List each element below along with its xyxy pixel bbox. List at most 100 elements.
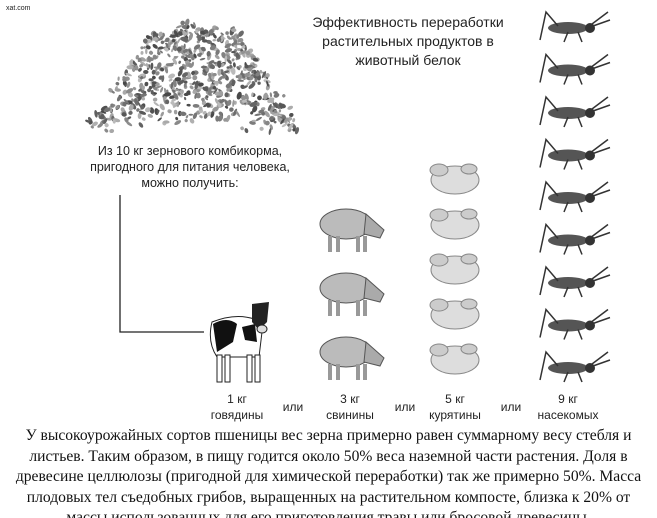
grain bbox=[252, 105, 258, 113]
grain bbox=[167, 109, 172, 114]
grain bbox=[112, 104, 116, 107]
grain bbox=[104, 128, 109, 133]
grain bbox=[148, 78, 154, 82]
grain bbox=[251, 69, 255, 74]
grain bbox=[287, 116, 293, 121]
grain bbox=[232, 99, 235, 107]
unit: кг bbox=[568, 392, 578, 406]
grain bbox=[225, 83, 232, 89]
grain bbox=[218, 111, 223, 116]
grain bbox=[183, 80, 188, 84]
connector-line bbox=[119, 195, 204, 333]
intro-line: Из 10 кг зернового комбикорма, bbox=[98, 144, 282, 158]
grain bbox=[236, 66, 241, 71]
grain bbox=[121, 112, 127, 117]
grain bbox=[139, 61, 147, 67]
chicken-leg bbox=[429, 163, 449, 177]
grain bbox=[205, 67, 210, 72]
grain bbox=[143, 69, 149, 75]
grain bbox=[237, 79, 245, 82]
grain bbox=[202, 39, 208, 43]
grain bbox=[140, 105, 145, 110]
grain bbox=[230, 67, 236, 75]
grain bbox=[90, 125, 94, 129]
grain bbox=[147, 55, 152, 63]
grain bbox=[134, 65, 139, 71]
grain bbox=[215, 115, 219, 122]
pig-leg bbox=[328, 300, 332, 316]
cricket-legs bbox=[539, 137, 611, 170]
animal-icon bbox=[209, 302, 269, 383]
grain bbox=[240, 126, 244, 131]
grain-pile bbox=[85, 18, 300, 135]
grain bbox=[203, 72, 208, 76]
pig-leg bbox=[356, 236, 360, 252]
cow-leg bbox=[246, 354, 253, 383]
grain bbox=[209, 45, 216, 51]
grain bbox=[249, 75, 254, 81]
pig-leg bbox=[363, 236, 367, 252]
grain bbox=[282, 94, 286, 98]
grain bbox=[274, 102, 280, 110]
grain bbox=[269, 92, 273, 98]
grain bbox=[219, 98, 225, 104]
grain bbox=[159, 35, 164, 41]
grain bbox=[140, 93, 147, 97]
grain bbox=[255, 116, 262, 122]
amount: 9 bbox=[558, 392, 565, 406]
grain bbox=[175, 25, 183, 29]
grain bbox=[200, 65, 208, 69]
grain bbox=[246, 80, 252, 86]
grain bbox=[173, 92, 179, 100]
grain bbox=[157, 46, 164, 50]
grain bbox=[241, 85, 249, 89]
grain bbox=[135, 54, 139, 60]
grain bbox=[273, 109, 278, 114]
grain bbox=[202, 86, 209, 92]
grain bbox=[163, 120, 170, 124]
pig-leg bbox=[328, 364, 332, 380]
grain bbox=[103, 118, 108, 124]
grain bbox=[178, 60, 182, 64]
grain bbox=[197, 36, 203, 41]
amount: 1 bbox=[227, 392, 234, 406]
pig-leg bbox=[356, 364, 360, 380]
cricket-legs bbox=[539, 222, 611, 255]
grain bbox=[220, 32, 224, 36]
grain bbox=[257, 95, 262, 101]
grain bbox=[115, 105, 120, 109]
grain bbox=[168, 78, 173, 82]
grain bbox=[264, 110, 270, 118]
grain bbox=[186, 90, 191, 95]
grain bbox=[168, 73, 176, 79]
cricket-head bbox=[585, 65, 595, 76]
pig-leg bbox=[356, 300, 360, 316]
grain bbox=[224, 105, 229, 109]
grain bbox=[182, 52, 186, 56]
grain bbox=[153, 87, 158, 91]
grain bbox=[186, 25, 190, 30]
grain bbox=[174, 120, 182, 126]
grain bbox=[235, 110, 240, 118]
grain bbox=[138, 122, 144, 128]
grain bbox=[177, 92, 181, 96]
grain bbox=[152, 75, 156, 80]
grain bbox=[136, 108, 140, 112]
cricket-head bbox=[585, 363, 595, 373]
grain bbox=[100, 113, 105, 120]
chicken-leg bbox=[429, 343, 449, 357]
grain bbox=[245, 99, 252, 104]
grain bbox=[184, 118, 188, 123]
animal-icon bbox=[539, 222, 611, 255]
grain bbox=[111, 90, 115, 94]
cricket-legs bbox=[539, 265, 611, 298]
grain bbox=[154, 110, 158, 114]
pig-head bbox=[363, 276, 385, 303]
grain bbox=[174, 77, 182, 82]
grain bbox=[147, 39, 152, 43]
grain bbox=[153, 101, 160, 107]
grain bbox=[147, 88, 152, 93]
grain bbox=[142, 38, 148, 44]
cricket-head bbox=[585, 278, 595, 288]
grain bbox=[259, 69, 263, 74]
